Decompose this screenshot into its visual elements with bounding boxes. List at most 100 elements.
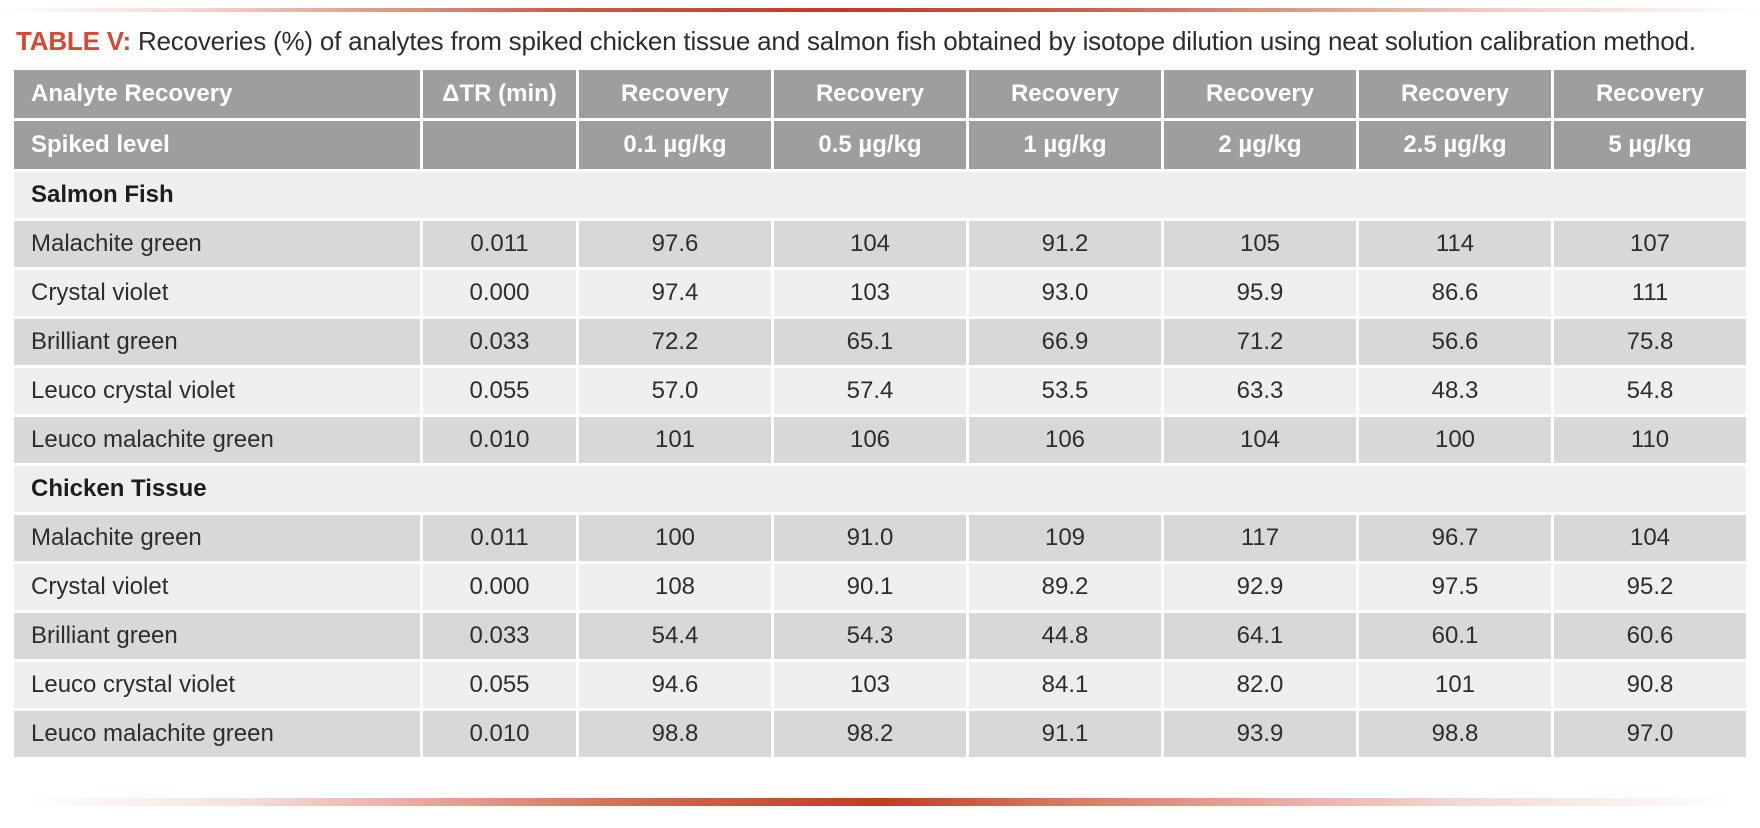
recovery-value-cell: 100 [579,515,771,561]
recovery-value-cell: 54.8 [1554,368,1746,414]
recovery-value-cell: 89.2 [969,564,1161,610]
col-header-spiked-level: Spiked level [14,121,420,169]
dtr-value-cell: 0.055 [423,368,576,414]
recovery-value-cell: 93.9 [1164,711,1356,757]
recovery-table: Analyte Recovery ΔTR (min) Recovery Recover… [14,70,1746,760]
dtr-value-cell: 0.010 [423,711,576,757]
dtr-value-cell: 0.011 [423,221,576,267]
recovery-value-cell: 66.9 [969,319,1161,365]
recovery-value-cell: 97.4 [579,270,771,316]
col-header-spike-concentration: 1 µg/kg [969,121,1161,169]
recovery-value-cell: 114 [1359,221,1551,267]
col-header-recovery: Recovery [1554,70,1746,118]
table-row: Malachite green 0.011 97.6 104 91.2 105 114 107 [14,221,1746,267]
recovery-value-cell: 91.1 [969,711,1161,757]
dtr-value-cell: 0.055 [423,662,576,708]
recovery-value-cell: 56.6 [1359,319,1551,365]
recovery-value-cell: 107 [1554,221,1746,267]
recovery-value-cell: 101 [579,417,771,463]
top-accent-divider [0,8,1760,12]
analyte-name-cell: Crystal violet [14,270,420,316]
col-header-spike-concentration [423,121,576,169]
recovery-value-cell: 71.2 [1164,319,1356,365]
recovery-value-cell: 98.2 [774,711,966,757]
col-header-spike-concentration: 0.5 µg/kg [774,121,966,169]
recovery-value-cell: 101 [1359,662,1551,708]
col-header-spike-concentration: 0.1 µg/kg [579,121,771,169]
recovery-value-cell: 60.6 [1554,613,1746,659]
recovery-value-cell: 93.0 [969,270,1161,316]
recovery-value-cell: 106 [969,417,1161,463]
table-caption-label: TABLE V: [16,26,131,56]
table-header-row-analyte: Analyte Recovery ΔTR (min) Recovery Recover… [14,70,1746,118]
recovery-value-cell: 94.6 [579,662,771,708]
recovery-value-cell: 65.1 [774,319,966,365]
recovery-value-cell: 98.8 [579,711,771,757]
analyte-name-cell: Malachite green [14,221,420,267]
recovery-value-cell: 104 [1554,515,1746,561]
col-header-recovery: Recovery [579,70,771,118]
col-header-analyte: Analyte Recovery [14,70,420,118]
analyte-name-cell: Brilliant green [14,319,420,365]
table-row: Leuco malachite green 0.010 101 106 106 104 10… [14,417,1746,463]
section-header-row: Chicken Tissue [14,466,1746,512]
bottom-accent-divider [30,798,1732,806]
table-row: Leuco crystal violet 0.055 57.0 57.4 53.5 63.… [14,368,1746,414]
recovery-value-cell: 64.1 [1164,613,1356,659]
recovery-value-cell: 103 [774,662,966,708]
recovery-value-cell: 96.7 [1359,515,1551,561]
dtr-value-cell: 0.000 [423,270,576,316]
table-caption: TABLE V: Recoveries (%) of analytes from… [16,26,1750,57]
recovery-value-cell: 105 [1164,221,1356,267]
recovery-value-cell: 60.1 [1359,613,1551,659]
recovery-value-cell: 104 [1164,417,1356,463]
recovery-value-cell: 111 [1554,270,1746,316]
dtr-value-cell: 0.011 [423,515,576,561]
analyte-name-cell: Malachite green [14,515,420,561]
recovery-value-cell: 90.8 [1554,662,1746,708]
recovery-value-cell: 57.4 [774,368,966,414]
col-header-dtr: ΔTR (min) [423,70,576,118]
recovery-value-cell: 48.3 [1359,368,1551,414]
recovery-value-cell: 97.6 [579,221,771,267]
dtr-value-cell: 0.010 [423,417,576,463]
analyte-name-cell: Leuco malachite green [14,711,420,757]
recovery-value-cell: 100 [1359,417,1551,463]
col-header-recovery: Recovery [1164,70,1356,118]
recovery-value-cell: 54.4 [579,613,771,659]
col-header-recovery: Recovery [969,70,1161,118]
recovery-value-cell: 97.5 [1359,564,1551,610]
dtr-value-cell: 0.033 [423,613,576,659]
table-body: Salmon Fish Malachite green 0.011 97.6 104 91… [14,172,1746,757]
analyte-name-cell: Leuco malachite green [14,417,420,463]
table-row: Crystal violet 0.000 108 90.1 89.2 92.9 97.5 95… [14,564,1746,610]
recovery-value-cell: 82.0 [1164,662,1356,708]
recovery-value-cell: 104 [774,221,966,267]
section-header-row: Salmon Fish [14,172,1746,218]
col-header-spike-concentration: 2.5 µg/kg [1359,121,1551,169]
recovery-value-cell: 92.9 [1164,564,1356,610]
recovery-value-cell: 95.9 [1164,270,1356,316]
col-header-spike-concentration: 5 µg/kg [1554,121,1746,169]
table-row: Malachite green 0.011 100 91.0 109 117 96.7 104 [14,515,1746,561]
recovery-value-cell: 117 [1164,515,1356,561]
recovery-value-cell: 84.1 [969,662,1161,708]
table-row: Crystal violet 0.000 97.4 103 93.0 95.9 86.6 11… [14,270,1746,316]
recovery-value-cell: 91.2 [969,221,1161,267]
recovery-value-cell: 54.3 [774,613,966,659]
recovery-value-cell: 97.0 [1554,711,1746,757]
recovery-value-cell: 110 [1554,417,1746,463]
col-header-recovery: Recovery [1359,70,1551,118]
recovery-value-cell: 91.0 [774,515,966,561]
recovery-value-cell: 44.8 [969,613,1161,659]
recovery-value-cell: 95.2 [1554,564,1746,610]
recovery-value-cell: 106 [774,417,966,463]
col-header-spike-concentration: 2 µg/kg [1164,121,1356,169]
table-header-row-spiked-level: Spiked level 0.1 µg/kg 0.5 µg/kg 1 µg/kg 2 µ… [14,121,1746,169]
table-caption-text: Recoveries (%) of analytes from spiked c… [130,26,1696,56]
section-title: Salmon Fish [14,172,1746,218]
section-title: Chicken Tissue [14,466,1746,512]
col-header-recovery: Recovery [774,70,966,118]
recovery-value-cell: 63.3 [1164,368,1356,414]
analyte-name-cell: Crystal violet [14,564,420,610]
